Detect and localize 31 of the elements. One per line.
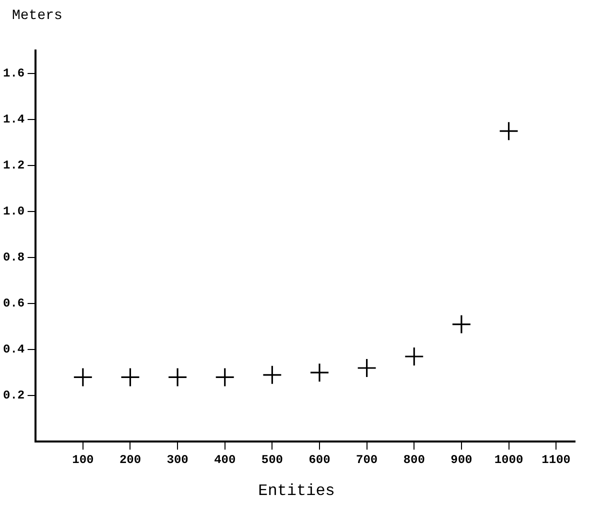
x-tick-label: 600 [308,452,330,467]
y-axis-title: Meters [12,8,62,24]
y-tick-label: 1.0 [2,204,25,219]
y-tick-label: 1.6 [2,66,25,81]
x-tick-label: 400 [214,452,236,467]
point [310,362,330,382]
point [262,365,282,385]
x-tick-label: 200 [119,452,142,467]
x-tick-label: 100 [72,452,94,467]
y-tick-label: 1.2 [2,158,25,173]
y-tick-label: 0.2 [2,388,25,403]
x-tick-label: 1000 [494,452,524,467]
point [73,367,93,387]
x-tick-label: 300 [166,452,188,467]
y-tick-label: 0.4 [2,342,25,357]
y-tick-label: 0.8 [2,250,25,265]
x-tick-label: 500 [261,452,283,467]
x-tick-label: 700 [356,452,378,467]
x-tick-label: 900 [450,452,472,467]
point [498,121,519,141]
point [404,346,424,366]
x-axis-title: Entities [257,482,336,500]
y-tick-label: 1.4 [2,112,25,127]
x-tick-label: 800 [403,452,425,467]
point [215,367,235,387]
point [452,314,472,334]
point [168,367,188,387]
x-tick-label: 1100 [542,452,570,467]
point [357,358,377,378]
y-tick-label: 0.6 [2,296,25,311]
point [120,367,140,387]
